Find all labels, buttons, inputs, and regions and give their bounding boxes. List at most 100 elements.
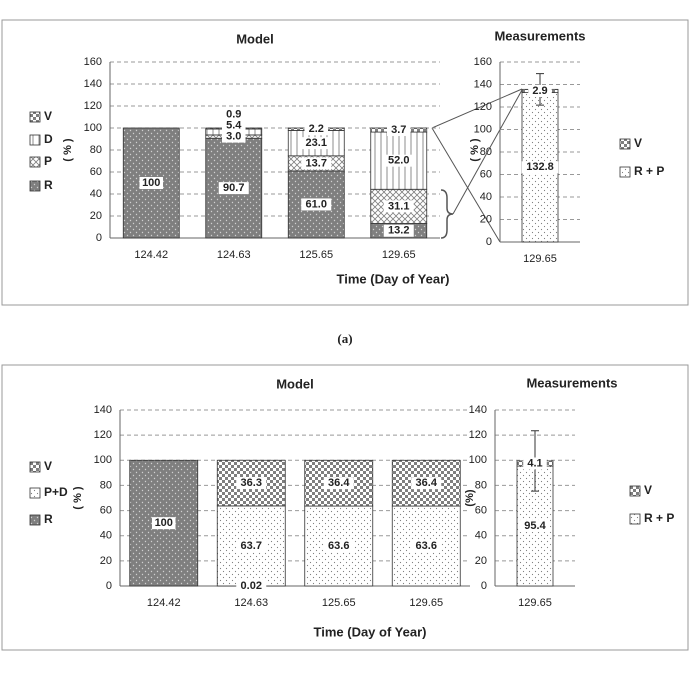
legend-swatch xyxy=(30,515,40,525)
value-label: 4.1 xyxy=(527,457,542,469)
y-tick-label: 100 xyxy=(94,454,112,466)
y-tick-label: 40 xyxy=(475,530,487,542)
y-tick-label: 20 xyxy=(90,210,102,222)
y-tick-label: 100 xyxy=(84,122,102,134)
y-tick-label: 160 xyxy=(84,56,102,68)
y-axis-label: ( % ) xyxy=(62,138,74,162)
y-tick-label: 80 xyxy=(100,479,112,491)
x-tick-label: 125.65 xyxy=(299,249,333,261)
legend-swatch xyxy=(30,112,40,122)
value-label: 2.2 xyxy=(309,123,324,135)
legend-label: R xyxy=(44,512,53,526)
value-label: 36.4 xyxy=(416,477,438,489)
legend-label: R xyxy=(44,178,53,192)
value-label: 63.6 xyxy=(416,540,437,552)
chart-title: Measurements xyxy=(494,28,585,43)
value-label: 36.4 xyxy=(328,477,350,489)
y-tick-label: 140 xyxy=(469,404,487,416)
y-tick-label: 120 xyxy=(94,429,112,441)
x-tick-label: 124.42 xyxy=(134,249,168,261)
legend-swatch xyxy=(30,462,40,472)
x-tick-label: 129.65 xyxy=(518,597,552,609)
chart-title: Measurements xyxy=(526,375,617,390)
legend-label: V xyxy=(44,109,52,123)
x-axis-label: Time (Day of Year) xyxy=(337,271,450,286)
y-tick-label: 80 xyxy=(475,479,487,491)
value-label: 63.6 xyxy=(328,540,349,552)
legend-swatch xyxy=(30,135,40,145)
y-tick-label: 80 xyxy=(480,146,492,158)
y-tick-label: 20 xyxy=(480,213,492,225)
y-tick-label: 140 xyxy=(94,404,112,416)
chart-title: Model xyxy=(236,31,274,46)
value-label: 3.0 xyxy=(226,130,241,142)
value-label: 13.2 xyxy=(388,225,409,237)
value-label: 63.7 xyxy=(241,540,262,552)
y-tick-label: 120 xyxy=(474,101,492,113)
value-label: 132.8 xyxy=(526,161,554,173)
y-tick-label: 0 xyxy=(106,580,112,592)
value-label: 5.4 xyxy=(226,119,242,131)
y-tick-label: 60 xyxy=(480,168,492,180)
y-axis-label: ( % ) xyxy=(72,486,84,510)
y-tick-label: 140 xyxy=(84,78,102,90)
caption: (a) xyxy=(337,331,352,346)
value-label: 3.7 xyxy=(391,124,406,136)
legend-label: R + P xyxy=(644,511,674,525)
y-tick-label: 40 xyxy=(90,188,102,200)
y-tick-label: 80 xyxy=(90,144,102,156)
y-tick-label: 60 xyxy=(475,504,487,516)
x-axis-label: Time (Day of Year) xyxy=(314,624,427,639)
value-label: 100 xyxy=(155,517,173,529)
y-tick-label: 40 xyxy=(100,530,112,542)
y-tick-label: 40 xyxy=(480,191,492,203)
value-label: 90.7 xyxy=(223,182,244,194)
value-label: 0.9 xyxy=(226,108,241,120)
legend-swatch xyxy=(630,514,640,524)
y-tick-label: 100 xyxy=(474,123,492,135)
y-tick-label: 60 xyxy=(90,166,102,178)
x-tick-label: 129.65 xyxy=(382,249,416,261)
legend-label: P xyxy=(44,154,52,168)
x-tick-label: 125.65 xyxy=(322,597,356,609)
y-tick-label: 0 xyxy=(481,580,487,592)
x-tick-label: 124.42 xyxy=(147,597,181,609)
y-tick-label: 0 xyxy=(96,232,102,244)
value-label: 95.4 xyxy=(524,520,546,532)
value-label: 100 xyxy=(142,177,160,189)
value-label: 2.9 xyxy=(532,85,547,97)
panel-frame xyxy=(2,20,688,305)
y-tick-label: 20 xyxy=(475,555,487,567)
chart-title: Model xyxy=(276,376,314,391)
x-tick-label: 129.65 xyxy=(523,253,557,265)
y-tick-label: 20 xyxy=(100,555,112,567)
legend-label: D xyxy=(44,132,53,146)
value-label: 13.7 xyxy=(306,157,327,169)
y-tick-label: 140 xyxy=(474,78,492,90)
legend-swatch xyxy=(30,488,40,498)
y-tick-label: 60 xyxy=(100,504,112,516)
legend-swatch xyxy=(630,486,640,496)
y-tick-label: 160 xyxy=(474,56,492,68)
legend-swatch xyxy=(620,167,630,177)
y-tick-label: 0 xyxy=(486,236,492,248)
legend-label: V xyxy=(644,483,652,497)
x-tick-label: 129.65 xyxy=(409,597,443,609)
legend-swatch xyxy=(30,157,40,167)
value-label: 31.1 xyxy=(388,200,409,212)
legend-label: P+D xyxy=(44,485,68,499)
y-tick-label: 120 xyxy=(84,100,102,112)
value-label: 0.02 xyxy=(241,580,262,592)
value-label: 23.1 xyxy=(306,137,327,149)
legend-label: V xyxy=(44,459,52,473)
legend-label: R + P xyxy=(634,164,664,178)
value-label: 36.3 xyxy=(241,477,262,489)
legend-swatch xyxy=(620,139,630,149)
y-tick-label: 120 xyxy=(469,429,487,441)
x-tick-label: 124.63 xyxy=(234,597,268,609)
value-label: 61.0 xyxy=(306,198,327,210)
legend-label: V xyxy=(634,136,642,150)
x-tick-label: 124.63 xyxy=(217,249,251,261)
legend-swatch xyxy=(30,181,40,191)
